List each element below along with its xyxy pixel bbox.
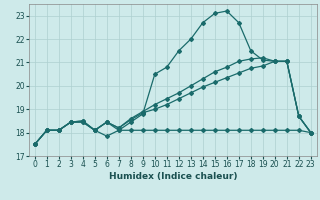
X-axis label: Humidex (Indice chaleur): Humidex (Indice chaleur) (108, 172, 237, 181)
